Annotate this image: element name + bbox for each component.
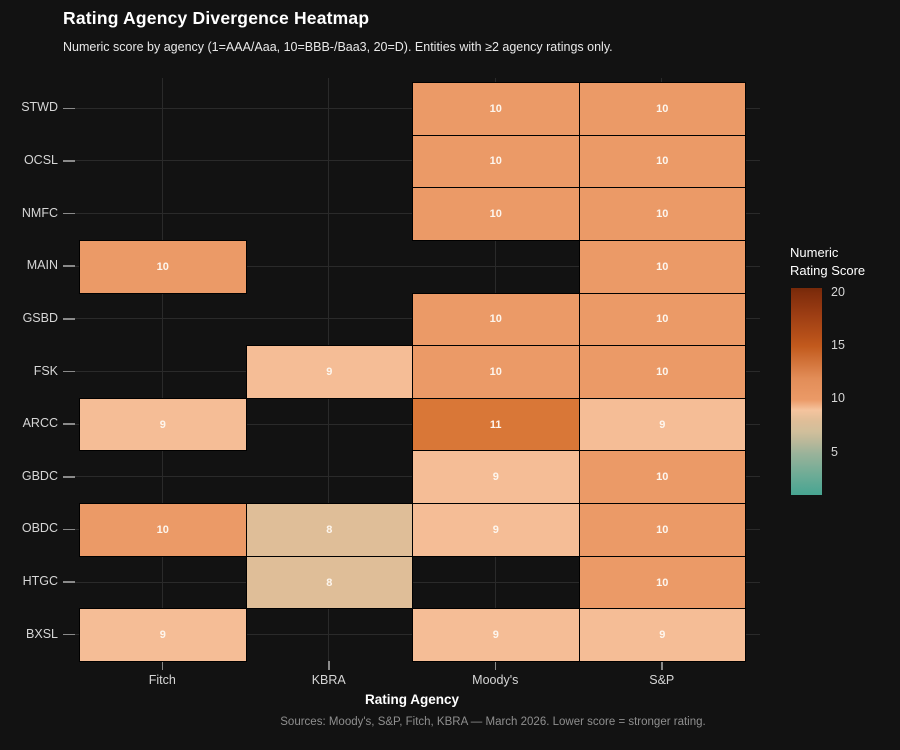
- y-axis-tick: [63, 633, 75, 636]
- heatmap-cell[interactable]: 9: [79, 608, 247, 662]
- heatmap-cell[interactable]: 11: [412, 397, 580, 452]
- chart-title: Rating Agency Divergence Heatmap: [63, 8, 370, 28]
- heatmap-cell[interactable]: 10: [412, 292, 580, 347]
- y-axis-label: FSK: [33, 363, 58, 378]
- heatmap-cell[interactable]: 9: [578, 397, 746, 452]
- y-axis-label: NMFC: [21, 205, 58, 220]
- panel-gridline-v: [161, 78, 163, 661]
- y-axis-label: GBDC: [21, 468, 58, 483]
- x-axis-tick: [328, 661, 330, 670]
- x-axis-label: Fitch: [148, 673, 176, 687]
- y-axis-tick: [63, 212, 75, 215]
- heatmap-cell[interactable]: 9: [578, 608, 746, 662]
- heatmap-cell[interactable]: 10: [79, 503, 247, 557]
- heatmap-cell[interactable]: 10: [578, 345, 746, 399]
- y-axis-tick: [63, 107, 75, 110]
- heatmap-cell[interactable]: 10: [578, 292, 746, 347]
- x-axis-tick: [494, 661, 497, 670]
- legend-tick-label: 15: [831, 338, 845, 353]
- heatmap-cell[interactable]: 10: [578, 503, 746, 557]
- y-axis-tick: [63, 581, 75, 583]
- x-axis-label: S&P: [649, 673, 675, 687]
- heatmap-cell[interactable]: 10: [412, 82, 580, 136]
- y-axis-label: BXSL: [26, 626, 58, 641]
- y-axis-label: GSBD: [22, 310, 58, 325]
- heatmap-cell[interactable]: 10: [578, 450, 746, 505]
- y-axis-tick: [63, 318, 75, 320]
- x-axis-tick: [661, 661, 663, 670]
- heatmap-cell[interactable]: 9: [79, 397, 247, 452]
- heatmap-cell[interactable]: 10: [578, 555, 746, 610]
- heatmap-cell[interactable]: 10: [412, 134, 580, 189]
- y-axis-label: STWD: [21, 100, 58, 115]
- y-axis-tick: [63, 160, 75, 162]
- y-axis-label: MAIN: [26, 258, 58, 273]
- heatmap-cell[interactable]: 10: [412, 187, 580, 241]
- heatmap-cell[interactable]: 10: [412, 345, 580, 399]
- legend-tick-label: 20: [831, 285, 845, 300]
- heatmap-cell[interactable]: 10: [578, 187, 746, 241]
- y-axis-tick: [63, 423, 75, 425]
- heatmap-cell[interactable]: 8: [245, 503, 413, 557]
- y-axis-label: ARCC: [22, 416, 58, 431]
- heatmap-cell[interactable]: 8: [245, 555, 413, 610]
- legend-tick-label: 5: [831, 444, 838, 459]
- x-axis-label: Moody's: [472, 673, 519, 687]
- y-axis-label: HTGC: [22, 574, 58, 589]
- heatmap-cell[interactable]: 9: [412, 450, 580, 505]
- panel-gridline-h: [74, 265, 760, 267]
- heatmap-cell[interactable]: 10: [578, 134, 746, 189]
- heatmap-cell[interactable]: 9: [412, 608, 580, 662]
- chart-subtitle: Numeric score by agency (1=AAA/Aaa, 10=B…: [63, 40, 613, 54]
- heatmap-cell[interactable]: 10: [578, 239, 746, 294]
- y-axis-tick: [63, 476, 75, 478]
- y-axis-tick: [63, 528, 75, 531]
- x-axis-title: Rating Agency: [364, 692, 459, 707]
- heatmap-cell[interactable]: 10: [79, 239, 247, 294]
- legend-title: Numeric Rating Score: [790, 245, 866, 278]
- y-axis-label: OBDC: [21, 521, 58, 536]
- source-caption: Sources: Moody's, S&P, Fitch, KBRA — Mar…: [280, 716, 706, 728]
- y-axis-tick: [63, 370, 75, 373]
- panel-gridline-h: [74, 581, 760, 583]
- y-axis-tick: [63, 265, 75, 267]
- heatmap-cell[interactable]: 9: [245, 345, 413, 399]
- y-axis-label: OCSL: [23, 152, 58, 167]
- legend-tick-label: 10: [831, 391, 845, 406]
- legend-colorbar: [791, 288, 822, 495]
- x-axis-label: KBRA: [311, 673, 346, 687]
- x-axis-tick: [161, 661, 164, 670]
- heatmap-cell[interactable]: 10: [578, 82, 746, 136]
- heatmap-cell[interactable]: 9: [412, 503, 580, 557]
